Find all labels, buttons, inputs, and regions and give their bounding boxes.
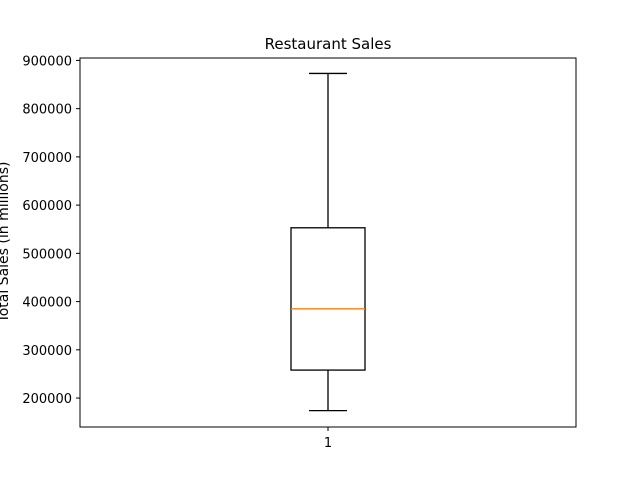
y-tick-label: 200000 [22,392,72,407]
chart-title: Restaurant Sales [265,35,392,53]
y-tick-label: 700000 [22,151,72,166]
box-series [290,72,366,412]
interquartile-box [290,227,366,371]
x-tick-label: 1 [324,436,332,451]
y-tick-label: 800000 [22,103,72,118]
x-axis-ticks: 1 [324,427,332,451]
y-axis-label: Total Sales (in millions) [0,162,12,324]
y-axis-ticks: 200000 300000 400000 500000 600000 700000 8000… [22,54,80,407]
plot-frame [79,57,577,428]
y-tick-label: 900000 [22,54,72,69]
y-tick-label: 500000 [22,247,72,262]
y-tick-label: 300000 [22,344,72,359]
y-tick-label: 400000 [22,296,72,311]
box-plot-group [290,72,366,412]
y-tick-label: 600000 [22,199,72,214]
